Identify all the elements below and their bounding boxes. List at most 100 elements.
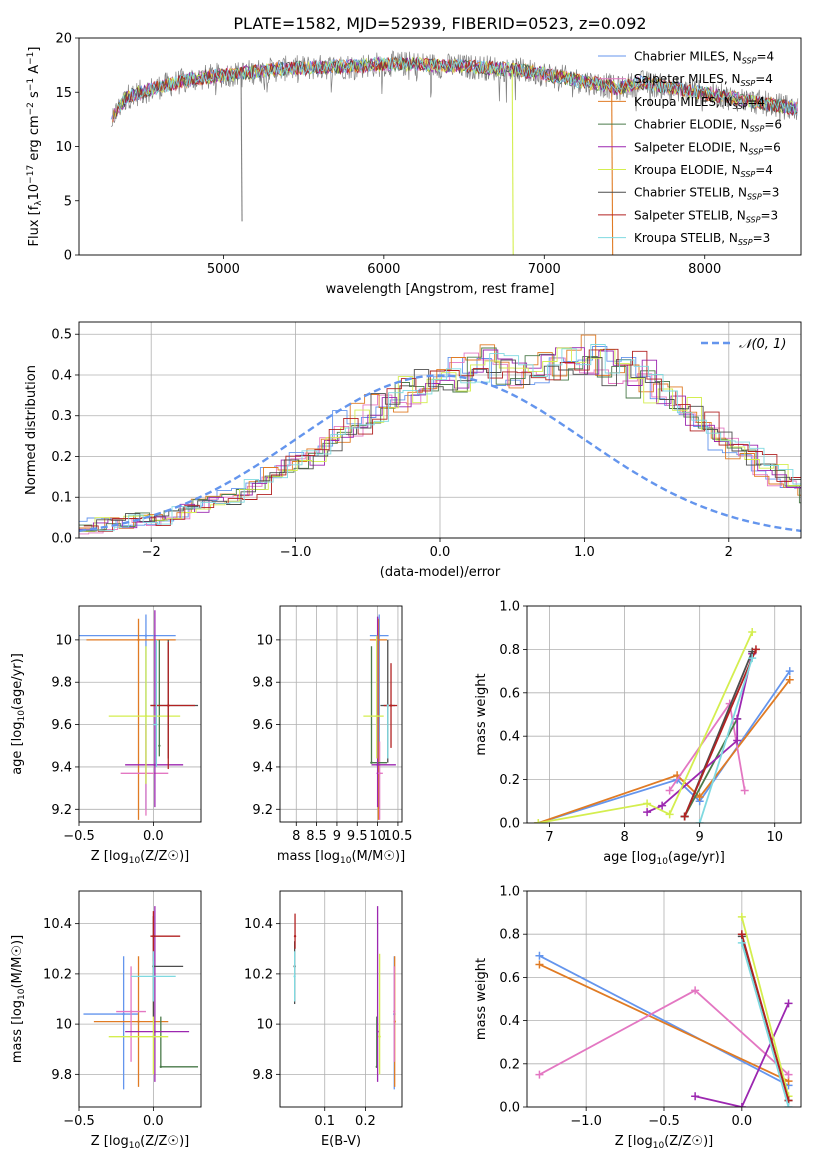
y-axis-label: age [log10(age/yr)]: [10, 653, 27, 775]
y-tick-label: 9.4: [51, 760, 72, 775]
weight-lines: [534, 628, 794, 823]
y-tick-label: 9.8: [51, 1068, 72, 1083]
legend-label: Kroupa MILES, NSSP=4: [634, 95, 765, 111]
y-axis-label: mass weight: [474, 673, 489, 755]
weight-marker: [784, 999, 793, 1008]
weight-marker: [733, 714, 742, 723]
model-spectrum-line: [117, 56, 798, 115]
y-tick-label: 0.0: [51, 532, 72, 547]
spectrum-feature: [511, 69, 514, 255]
weight-marker: [748, 628, 757, 637]
legend-label: Kroupa ELODIE, NSSP=4: [634, 163, 773, 179]
histogram-step-line: [79, 334, 801, 531]
y-tick-label: 9.2: [51, 803, 72, 818]
weight-marker: [733, 736, 742, 745]
legend-label: 𝒩(0, 1): [739, 337, 786, 352]
errorbar-points: [293, 906, 396, 1090]
x-tick-label: −1.0: [570, 1114, 602, 1129]
model-spectrum-line: [116, 56, 797, 117]
x-tick-label: 2: [725, 545, 733, 560]
y-tick-label: 0.8: [499, 643, 520, 658]
x-tick-label: 7: [545, 830, 553, 845]
weight-marker: [785, 667, 794, 676]
x-axis-label: age [log10(age/yr)]: [603, 850, 725, 867]
axes-frame: [279, 605, 403, 823]
weight-marker: [737, 912, 746, 921]
weight-marker: [695, 792, 704, 801]
x-tick-label: 0.0: [430, 545, 451, 560]
y-tick-label: 0.1: [51, 491, 72, 506]
weight-marker: [737, 938, 746, 947]
y-tick-label: 9.6: [252, 718, 273, 733]
x-tick-label: 9: [333, 829, 341, 844]
y-axis-label: Flux [fλ10−17 erg cm−2 s−1 A−1]: [26, 47, 44, 247]
data-point: [122, 1012, 125, 1016]
data-point: [378, 1035, 381, 1038]
y-tick-label: 0.2: [51, 450, 72, 465]
y-tick-label: 0.6: [499, 686, 520, 701]
histogram-step-line: [83, 348, 801, 532]
data-point: [152, 975, 155, 978]
axes-frame: [78, 605, 202, 823]
x-tick-label: −0.5: [648, 1114, 680, 1129]
legend-label: Chabrier STELIB, NSSP=3: [634, 186, 779, 202]
weight-marker: [680, 812, 689, 821]
weight-series-line: [539, 955, 789, 1087]
y-tick-label: 10: [55, 1018, 72, 1033]
x-tick-label: 8000: [688, 262, 721, 277]
legend-label: Chabrier MILES, NSSP=4: [634, 50, 774, 66]
legend: Chabrier MILES, NSSP=4 Salpeter MILES, NS…: [598, 50, 782, 247]
weight-marker: [740, 786, 749, 795]
data-point: [155, 723, 158, 726]
y-tick-label: 20: [55, 32, 72, 47]
x-tick-label: 0.1: [314, 1114, 335, 1129]
y-tick-label: 10.4: [244, 917, 273, 932]
y-tick-label: 10: [55, 140, 72, 155]
weight-marker: [691, 1092, 700, 1101]
y-tick-label: 10: [256, 1018, 273, 1033]
weight-series-line: [740, 942, 790, 1107]
histogram-lines: [79, 334, 801, 535]
weight-marker: [643, 799, 652, 808]
weight-marker: [737, 1103, 746, 1107]
x-tick-label: −0.5: [63, 1114, 95, 1129]
x-tick-label: 5000: [207, 262, 240, 277]
y-tick-label: 0.4: [499, 730, 520, 745]
weight-marker: [691, 986, 700, 995]
weight-marker: [785, 675, 794, 684]
spectrum-feature: [240, 73, 243, 222]
weight-marker: [784, 1103, 793, 1107]
y-tick-label: 10: [256, 633, 273, 648]
data-point: [158, 744, 161, 747]
x-tick-label: −0.5: [63, 829, 95, 844]
histogram-step-line: [85, 344, 801, 532]
data-point: [293, 935, 297, 938]
y-tick-label: 0.8: [499, 928, 520, 943]
y-tick-label: 0: [64, 249, 72, 264]
weight-marker: [535, 960, 544, 969]
weight-marker: [534, 819, 543, 823]
weight-series-line: [538, 670, 791, 823]
weight-marker: [784, 1070, 793, 1079]
y-tick-label: 0.4: [51, 368, 72, 383]
weight-lines: [535, 912, 793, 1107]
legend-label: Salpeter MILES, NSSP=4: [634, 72, 773, 88]
weight-series-line: [683, 718, 738, 817]
weight-vs-metallicity-chart: −1.0 −0.5 0.0 0.0 0.2 0.4 0.6 0.8 1.0 Z [log10(Z/…: [474, 885, 802, 1151]
data-point: [376, 1030, 379, 1033]
axes-frame: [78, 321, 802, 539]
y-tick-label: 9.8: [252, 1068, 273, 1083]
y-tick-label: 1.0: [499, 885, 520, 900]
data-point: [137, 1020, 140, 1023]
data-point: [137, 638, 140, 642]
y-tick-label: 9.4: [252, 760, 273, 775]
y-tick-label: 10.2: [244, 967, 273, 982]
data-point: [144, 714, 148, 718]
data-point: [152, 1035, 155, 1038]
y-tick-label: 9.2: [252, 803, 273, 818]
errorbar-points: [363, 614, 398, 820]
weight-series-line: [740, 916, 790, 1097]
histogram-step-line: [79, 347, 801, 530]
axes-frame: [279, 890, 403, 1108]
